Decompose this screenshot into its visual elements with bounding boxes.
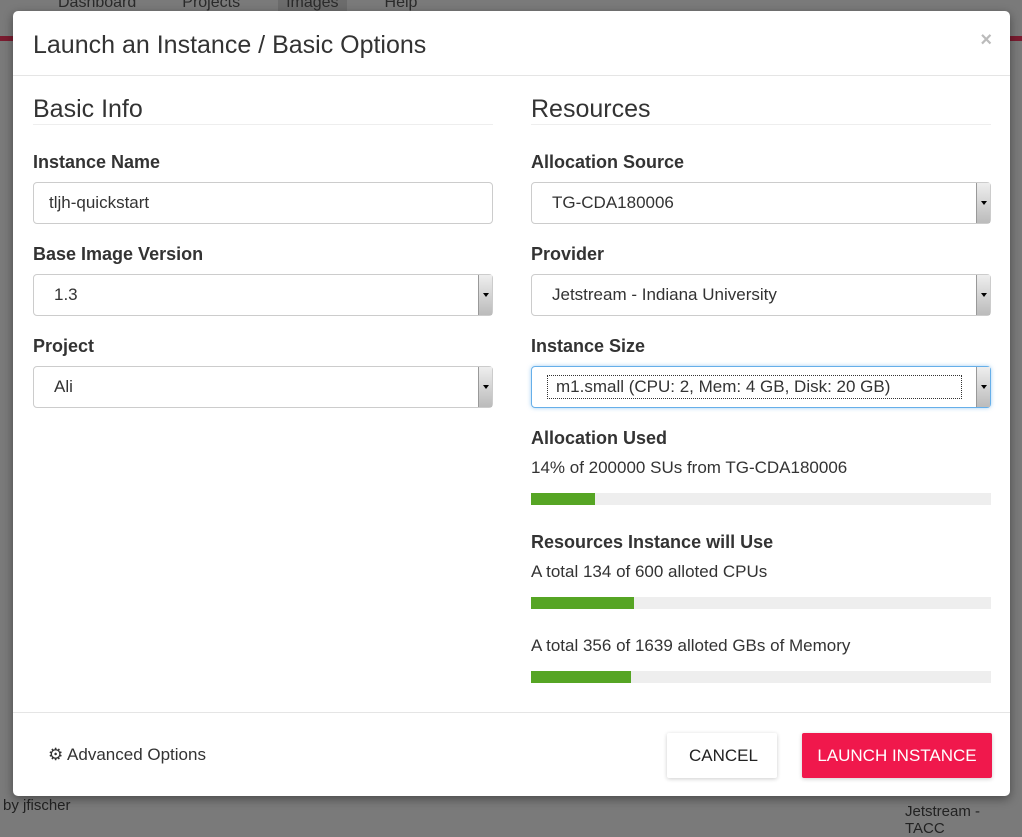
dropdown-arrow-icon	[976, 367, 990, 407]
project-select[interactable]: Ali	[33, 366, 493, 408]
dropdown-arrow-icon	[976, 183, 990, 223]
advanced-options-link[interactable]: ⚙ Advanced Options	[48, 745, 206, 765]
allocation-used-label: Allocation Used	[531, 428, 668, 448]
instance-name-label: Instance Name	[33, 152, 161, 172]
memory-usage-bar	[531, 671, 991, 683]
basic-info-section: Basic Info Instance Name tljh-quickstart…	[33, 96, 493, 428]
dropdown-arrow-icon	[478, 367, 492, 407]
basic-info-heading: Basic Info	[33, 96, 493, 125]
launch-modal: Launch an Instance / Basic Options × Bas…	[13, 11, 1010, 796]
memory-usage-fill	[531, 671, 631, 683]
allocation-source-value: TG-CDA180006	[552, 193, 674, 212]
base-image-label: Base Image Version	[33, 244, 204, 264]
nav-images: Images	[278, 0, 347, 12]
instance-name-input[interactable]: tljh-quickstart	[33, 182, 493, 224]
provider-select[interactable]: Jetstream - Indiana University	[531, 274, 991, 316]
resources-heading: Resources	[531, 96, 991, 125]
advanced-options-label: Advanced Options	[67, 745, 206, 764]
instance-size-value: m1.small (CPU: 2, Mem: 4 GB, Disk: 20 GB…	[547, 375, 962, 399]
background-nav: Dashboard Projects Images Help	[50, 0, 425, 12]
modal-title: Launch an Instance / Basic Options	[33, 31, 427, 59]
will-use-label: Resources Instance will Use	[531, 532, 774, 552]
allocation-source-select[interactable]: TG-CDA180006	[531, 182, 991, 224]
background-owner: by jfischer	[3, 797, 71, 814]
memory-usage-text: A total 356 of 1639 alloted GBs of Memor…	[531, 636, 851, 655]
cancel-button[interactable]: CANCEL	[667, 733, 777, 778]
allocation-used-fill	[531, 493, 596, 505]
cpu-usage-fill	[531, 597, 634, 609]
nav-projects: Projects	[182, 0, 241, 11]
provider-label: Provider	[531, 244, 605, 264]
dropdown-arrow-icon	[478, 275, 492, 315]
project-label: Project	[33, 336, 95, 356]
cpu-usage-bar	[531, 597, 991, 609]
dropdown-arrow-icon	[976, 275, 990, 315]
instance-size-select[interactable]: m1.small (CPU: 2, Mem: 4 GB, Disk: 20 GB…	[531, 366, 991, 408]
modal-header: Launch an Instance / Basic Options ×	[13, 11, 1010, 76]
provider-value: Jetstream - Indiana University	[552, 285, 777, 304]
resources-section: Resources Allocation Source TG-CDA180006…	[531, 96, 991, 710]
base-image-select[interactable]: 1.3	[33, 274, 493, 316]
nav-dashboard: Dashboard	[58, 0, 137, 11]
allocation-used-text: 14% of 200000 SUs from TG-CDA180006	[531, 458, 848, 477]
allocation-source-label: Allocation Source	[531, 152, 685, 172]
instance-size-label: Instance Size	[531, 336, 646, 356]
launch-instance-button[interactable]: LAUNCH INSTANCE	[802, 733, 992, 778]
allocation-used-bar	[531, 493, 991, 505]
modal-footer: ⚙ Advanced Options CANCEL LAUNCH INSTANC…	[13, 712, 1010, 796]
close-icon[interactable]: ×	[980, 29, 992, 51]
cpu-usage-text: A total 134 of 600 alloted CPUs	[531, 562, 768, 581]
base-image-value: 1.3	[54, 285, 78, 304]
nav-help: Help	[384, 0, 418, 11]
background-provider: Jetstream - TACC	[905, 803, 981, 837]
project-value: Ali	[54, 377, 73, 396]
gear-icon: ⚙	[48, 745, 64, 764]
